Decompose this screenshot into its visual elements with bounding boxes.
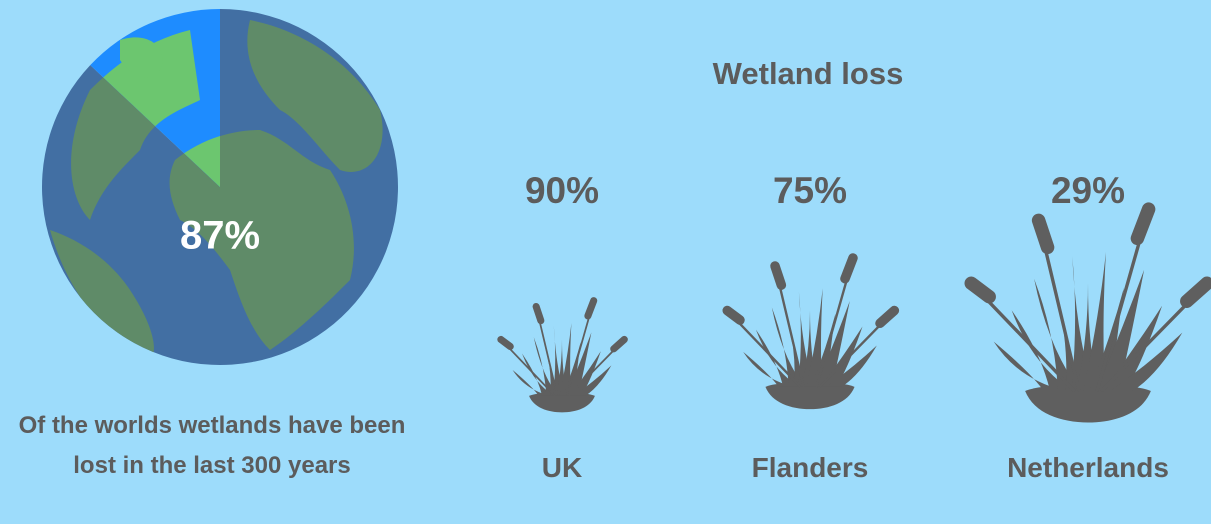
grass-blade bbox=[771, 307, 805, 387]
pie-caption: Of the worlds wetlands have been lost in… bbox=[18, 412, 406, 479]
continent bbox=[50, 230, 154, 360]
grass-blade bbox=[553, 325, 565, 396]
value-label: 75% bbox=[772, 170, 848, 211]
plant-icon bbox=[964, 202, 1211, 423]
continent bbox=[120, 37, 163, 78]
cattail-head bbox=[1130, 202, 1156, 246]
plant-icon bbox=[497, 297, 628, 413]
cattail-head bbox=[584, 297, 598, 320]
grass-blade bbox=[573, 365, 612, 396]
plant-mound bbox=[1025, 384, 1151, 423]
cattail-head bbox=[770, 261, 787, 290]
grass-blade bbox=[569, 351, 601, 396]
chart-title: Wetland loss bbox=[712, 56, 904, 91]
grass-blade bbox=[533, 337, 559, 396]
pie-value-label: 87% bbox=[180, 214, 260, 258]
grass-blade bbox=[825, 345, 877, 387]
grass-blade bbox=[1034, 278, 1081, 392]
cattail-head bbox=[840, 253, 858, 284]
grass-blade bbox=[556, 339, 568, 396]
cattail-head bbox=[497, 335, 514, 351]
grass-blade bbox=[787, 318, 811, 387]
grass-blade bbox=[806, 288, 823, 387]
grass-blade bbox=[815, 300, 850, 387]
grass-blade bbox=[1102, 305, 1163, 392]
category-label: UK bbox=[541, 452, 583, 483]
grass-blade bbox=[1109, 332, 1183, 392]
cattail-head bbox=[1031, 213, 1055, 255]
value-label: 90% bbox=[524, 170, 600, 211]
cattail-head bbox=[722, 305, 745, 325]
grass-blade bbox=[1076, 283, 1100, 392]
cattail-head bbox=[610, 335, 628, 353]
plant-icon bbox=[722, 253, 900, 410]
grass-blade bbox=[820, 326, 863, 387]
cattail-head bbox=[1180, 276, 1211, 308]
grass-blade bbox=[798, 291, 815, 387]
value-label: 29% bbox=[1050, 170, 1126, 211]
category-label: Flanders bbox=[751, 452, 869, 483]
continent bbox=[247, 20, 383, 172]
category-label: Netherlands bbox=[1007, 452, 1169, 483]
plant-mound bbox=[765, 382, 855, 410]
grass-blade bbox=[559, 322, 572, 396]
grass-blade bbox=[566, 332, 592, 396]
continent bbox=[169, 130, 354, 350]
plant-mound bbox=[529, 392, 595, 413]
cattail-head bbox=[875, 305, 900, 329]
grass-blade bbox=[1096, 269, 1145, 392]
grass-blade bbox=[802, 310, 818, 387]
cattail-head bbox=[964, 276, 996, 304]
grass-blade bbox=[1071, 256, 1094, 392]
grass-blade bbox=[1083, 251, 1106, 392]
grass-blade bbox=[545, 345, 563, 396]
grass-blade bbox=[1056, 294, 1089, 392]
cattail-head bbox=[532, 302, 545, 325]
